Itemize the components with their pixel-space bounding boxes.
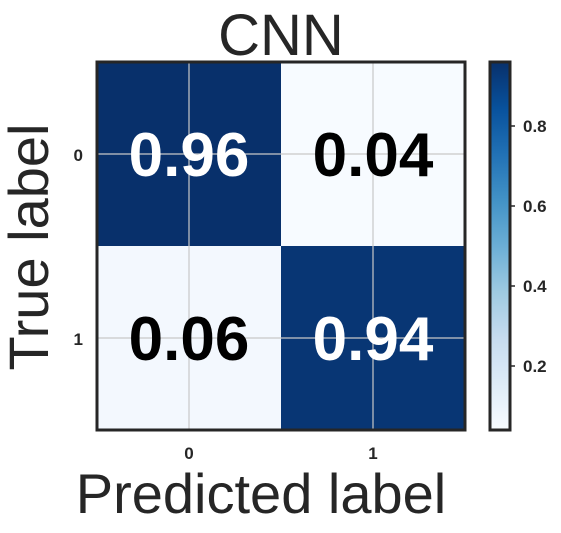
colorbar [490,62,510,430]
x-tick-label: 0 [184,444,193,463]
y-tick-label: 0 [74,146,83,165]
y-tick-label: 1 [74,330,83,349]
cell-value-labels: 0.96 0.04 0.06 0.94 [129,121,434,374]
cell-value-label: 0.04 [313,121,434,190]
chart-title: CNN [218,3,344,68]
colorbar-tick-label: 0.2 [523,357,547,376]
plot-frame [95,60,467,432]
colorbar-tick-label: 0.8 [523,117,547,136]
y-axis-label: True label [0,124,60,371]
heatmap-cells [97,62,465,430]
colorbar-tick-label: 0.4 [523,277,547,296]
cell-value-label: 0.94 [313,305,434,374]
colorbar-frame [488,60,512,432]
gridlines [97,62,465,430]
colorbar-tick-label: 0.6 [523,197,547,216]
x-axis-label: Predicted label [76,462,446,525]
cell-value-label: 0.96 [129,121,250,190]
colorbar-ticks: 0.2 0.4 0.6 0.8 [510,117,547,376]
x-tick-label: 1 [368,444,377,463]
cell-value-label: 0.06 [129,305,250,374]
y-tick-labels: 01 [74,146,83,349]
